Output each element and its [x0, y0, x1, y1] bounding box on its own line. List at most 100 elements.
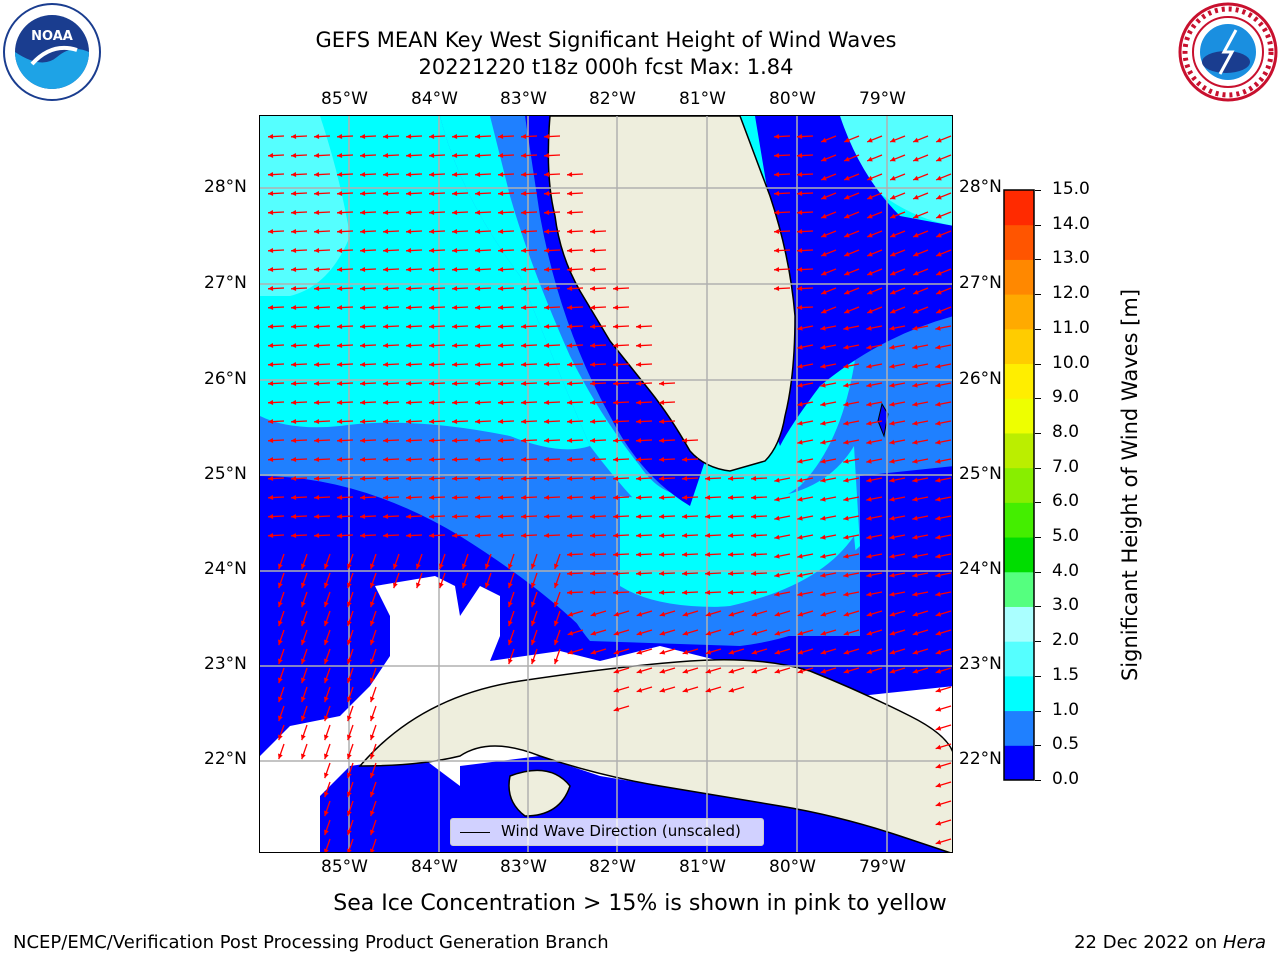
wave-direction-arrowhead — [659, 495, 665, 501]
wave-direction-arrowhead — [613, 649, 620, 655]
wave-direction-arrowhead — [268, 286, 274, 292]
wave-direction-arrowhead — [498, 153, 504, 159]
cuba-landmass — [358, 659, 952, 852]
wave-direction-arrowhead — [268, 362, 274, 368]
wave-direction-arrowhead — [590, 552, 596, 558]
wave-direction-arrowhead — [268, 457, 274, 463]
wave-direction-arrowhead — [268, 514, 274, 520]
wave-direction-arrowhead — [498, 400, 504, 406]
wave-direction-arrowhead — [935, 515, 941, 521]
wave-direction-arrowhead — [360, 248, 366, 254]
lat-tick-left: 24°N — [204, 559, 247, 579]
wave-direction-arrowhead — [475, 476, 481, 482]
wave-direction-arrowhead — [774, 515, 780, 521]
wave-direction-arrowhead — [844, 156, 850, 162]
wave-direction-arrowhead — [347, 620, 352, 627]
wave-direction-arrowhead — [268, 438, 274, 444]
wave-direction-arrowhead — [728, 590, 734, 596]
wave-direction-arrowhead — [889, 649, 896, 655]
colorbar-tick-mark — [1035, 398, 1041, 400]
wave-direction-arrowhead — [324, 753, 329, 760]
wave-direction-arrowhead — [531, 620, 536, 627]
lat-tick-left: 23°N — [204, 654, 247, 674]
wave-direction-arrowhead — [912, 630, 919, 636]
wave-direction-arrowhead — [774, 248, 780, 254]
wave-direction-arrowhead — [636, 630, 643, 636]
wave-direction-arrowhead — [636, 668, 643, 674]
wave-direction-arrowhead — [383, 248, 389, 254]
wave-direction-arrowhead — [867, 194, 873, 200]
wave-direction-arrowhead — [429, 324, 435, 330]
wave-direction-arrowhead — [820, 477, 826, 483]
wave-direction-arrowhead — [498, 267, 504, 273]
wave-direction-arrowhead — [935, 782, 942, 788]
wave-direction-arrowhead — [498, 533, 504, 539]
wave-direction-arrowhead — [774, 172, 780, 178]
wave-direction-arrowhead — [347, 753, 352, 760]
wave-direction-arrowhead — [590, 590, 596, 596]
wave-direction-arrowhead — [324, 829, 329, 836]
wave-direction-arrowhead — [590, 362, 596, 368]
wave-direction-arrowhead — [429, 191, 435, 197]
wave-direction-arrowhead — [590, 630, 597, 636]
wave-direction-arrowhead — [485, 563, 490, 570]
wave-direction-arrowhead — [278, 734, 283, 741]
wave-direction-arrowhead — [751, 514, 757, 520]
wave-direction-arrowhead — [291, 457, 297, 463]
colorbar-tick-mark — [1035, 537, 1041, 539]
wave-direction-arrowhead — [705, 495, 711, 501]
colorbar-tick-mark — [1035, 224, 1041, 226]
colorbar-segment — [1004, 259, 1034, 295]
wave-direction-arrowhead — [291, 286, 297, 292]
wave-direction-arrowhead — [314, 495, 320, 501]
wave-direction-arrowhead — [797, 153, 803, 159]
wave-direction-arrowhead — [347, 715, 352, 722]
wave-direction-arrowhead — [797, 553, 803, 559]
wave-band-0.0-0.5-east — [755, 116, 952, 446]
wave-direction-arrowhead — [820, 611, 827, 617]
wave-direction-arrowhead — [429, 438, 435, 444]
lat-tick-right: 25°N — [959, 464, 1002, 484]
wave-direction-arrowhead — [508, 639, 513, 646]
wave-direction-arrowhead — [613, 514, 619, 520]
wave-direction-arrowhead — [682, 590, 688, 596]
wave-direction-arrowhead — [337, 286, 343, 292]
wave-direction-arrowhead — [383, 191, 389, 197]
wave-direction-arrowhead — [383, 362, 389, 368]
wave-band-0.5-1.0-south — [550, 536, 860, 646]
wave-direction-arrowhead — [268, 229, 274, 235]
wave-direction-arrowhead — [498, 457, 504, 463]
wave-direction-arrowhead — [751, 590, 757, 596]
wave-direction-arrowhead — [866, 439, 872, 445]
wave-direction-arrowhead — [544, 229, 550, 235]
wave-direction-arrowhead — [383, 381, 389, 387]
wave-direction-arrowhead — [889, 344, 895, 350]
wave-direction-arrowhead — [935, 477, 941, 483]
wave-direction-arrowhead — [370, 696, 375, 703]
wave-direction-arrowhead — [498, 134, 504, 140]
wave-direction-arrowhead — [406, 153, 412, 159]
wave-direction-arrowhead — [544, 286, 550, 292]
wave-direction-arrowhead — [475, 210, 481, 216]
wave-direction-arrowhead — [301, 639, 306, 646]
wave-direction-arrowhead — [821, 194, 827, 200]
wave-direction-arrowhead — [890, 194, 896, 200]
footer-host: Hera — [1222, 932, 1266, 953]
wave-direction-arrowhead — [866, 363, 872, 369]
wave-direction-arrowhead — [429, 286, 435, 292]
wave-direction-arrowhead — [889, 496, 895, 502]
lon-tick-top: 83°W — [500, 89, 547, 109]
wave-direction-arrowhead — [636, 590, 642, 596]
wave-direction-arrowhead — [843, 439, 849, 445]
wave-direction-arrowhead — [475, 495, 481, 501]
wave-direction-arrowhead — [268, 533, 274, 539]
wave-direction-arrowhead — [291, 248, 297, 254]
wave-direction-arrowhead — [360, 400, 366, 406]
wave-direction-arrowhead — [383, 134, 389, 140]
wave-direction-arrowhead — [820, 439, 826, 445]
wave-direction-arrowhead — [728, 668, 735, 674]
wave-direction-arrowhead — [383, 419, 389, 425]
wave-direction-arrowhead — [613, 495, 619, 501]
wave-direction-arrowhead — [867, 175, 873, 181]
colorbar-tick-label: 6.0 — [1052, 491, 1080, 512]
